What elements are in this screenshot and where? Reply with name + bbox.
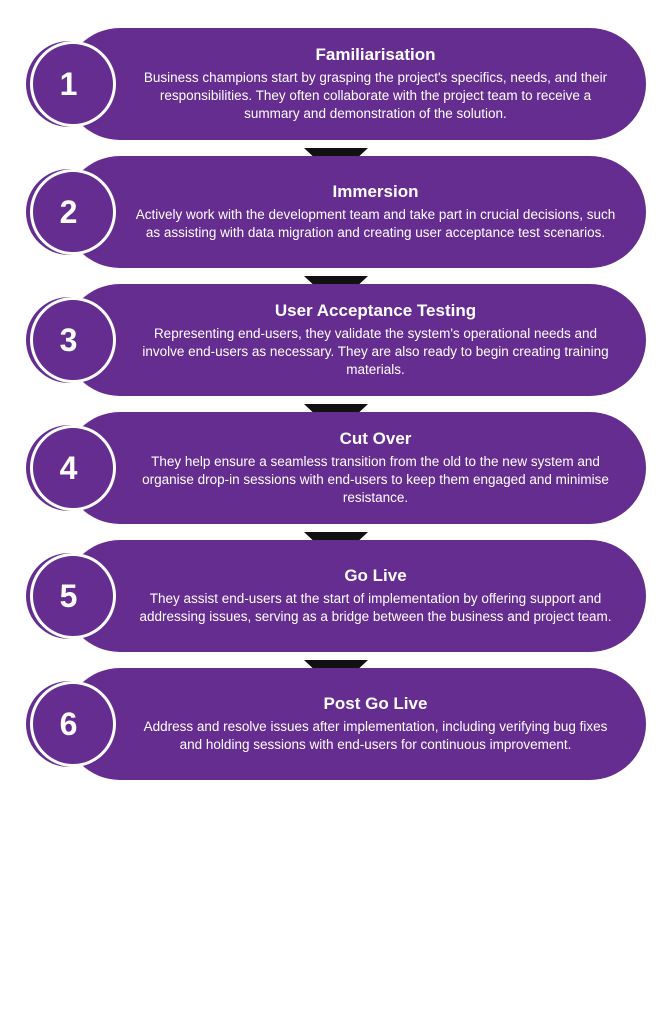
step-pill: Immersion Actively work with the developm…: [64, 156, 646, 268]
step-description: Actively work with the development team …: [136, 206, 616, 242]
step-2: 2 Immersion Actively work with the develop…: [26, 156, 646, 268]
step-circle: 6: [26, 681, 112, 767]
step-number: 1: [60, 66, 78, 103]
step-circle: 2: [26, 169, 112, 255]
step-circle: 1: [26, 41, 112, 127]
step-circle: 5: [26, 553, 112, 639]
step-number: 6: [60, 706, 78, 743]
step-number: 4: [60, 450, 78, 487]
step-number: 3: [60, 322, 78, 359]
step-title: Cut Over: [340, 429, 412, 449]
step-title: User Acceptance Testing: [275, 301, 476, 321]
process-flow: 1 Familiarisation Business champions start…: [26, 28, 646, 780]
step-description: Business champions start by grasping the…: [136, 69, 616, 124]
step-1: 1 Familiarisation Business champions start…: [26, 28, 646, 140]
step-title: Familiarisation: [316, 45, 436, 65]
step-description: Representing end-users, they validate th…: [136, 325, 616, 380]
step-pill: Go Live They assist end-users at the star…: [64, 540, 646, 652]
step-circle: 3: [26, 297, 112, 383]
step-pill: User Acceptance Testing Representing end-…: [64, 284, 646, 396]
step-title: Post Go Live: [324, 694, 428, 714]
step-title: Immersion: [333, 182, 419, 202]
step-number: 5: [60, 578, 78, 615]
step-description: They assist end-users at the start of im…: [136, 590, 616, 626]
step-6: 6 Post Go Live Address and resolve issues …: [26, 668, 646, 780]
step-3: 3 User Acceptance Testing Representing end…: [26, 284, 646, 396]
step-pill: Post Go Live Address and resolve issues a…: [64, 668, 646, 780]
step-pill: Cut Over They help ensure a seamless tran…: [64, 412, 646, 524]
step-description: They help ensure a seamless transition f…: [136, 453, 616, 508]
step-pill: Familiarisation Business champions start …: [64, 28, 646, 140]
step-number: 2: [60, 194, 78, 231]
step-description: Address and resolve issues after impleme…: [136, 718, 616, 754]
step-title: Go Live: [344, 566, 406, 586]
step-4: 4 Cut Over They help ensure a seamless tra…: [26, 412, 646, 524]
step-5: 5 Go Live They assist end-users at the sta…: [26, 540, 646, 652]
step-circle: 4: [26, 425, 112, 511]
